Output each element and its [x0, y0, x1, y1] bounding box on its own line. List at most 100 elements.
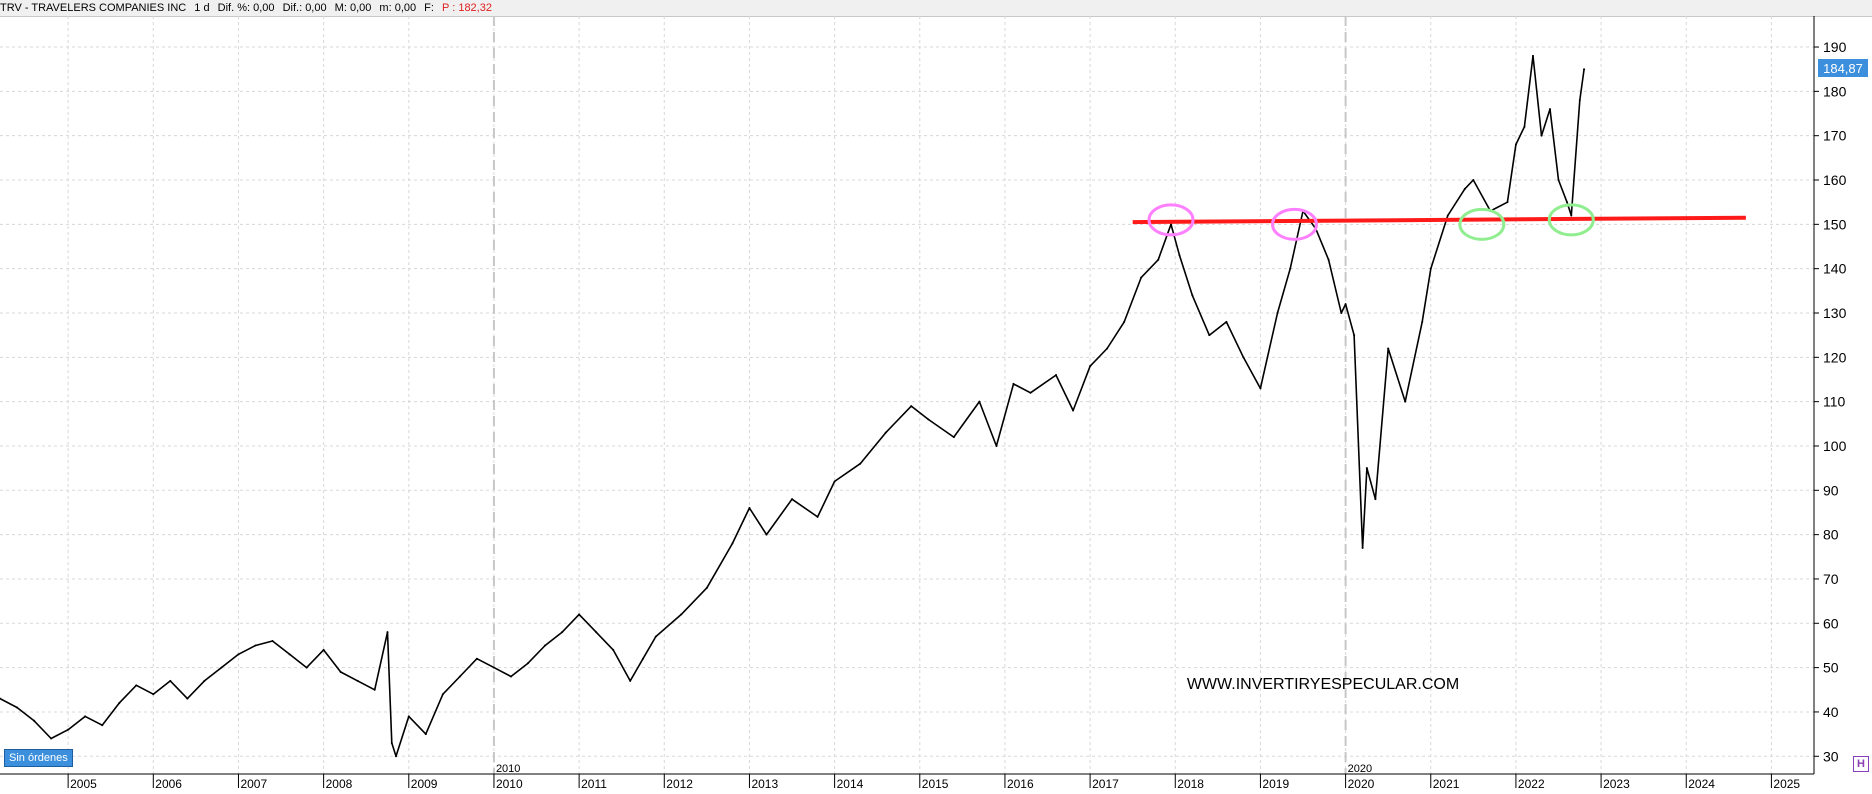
x-tick-label: 2022: [1518, 777, 1545, 791]
y-tick-label: 60: [1823, 615, 1839, 631]
price-point: [67, 728, 70, 731]
x-tick-label: 2020: [1348, 777, 1375, 791]
resistance-line: [1132, 215, 1746, 225]
price-point: [1276, 311, 1279, 314]
price-point: [1340, 311, 1343, 314]
x-tick-label: 2005: [70, 777, 97, 791]
price-point: [386, 631, 389, 634]
x-tick-label: 2014: [837, 777, 864, 791]
price-point: [1446, 214, 1449, 217]
top-marker-ellipse: [1147, 203, 1195, 237]
price-point: [1540, 134, 1543, 137]
price-point: [509, 675, 512, 678]
price-point: [612, 648, 615, 651]
price-point: [0, 697, 1, 700]
price-point: [1463, 187, 1466, 190]
decade-marker-label: 2020: [1348, 763, 1372, 775]
bottom-marker-ellipse: [1547, 203, 1595, 237]
price-point: [118, 702, 121, 705]
price-point: [1055, 374, 1058, 377]
price-point: [1089, 365, 1092, 368]
y-tick-label: 70: [1823, 571, 1839, 587]
price-point: [101, 724, 104, 727]
chart-header: TRV - TRAVELERS COMPANIES INC 1 d Dif. %…: [0, 0, 1872, 17]
price-point: [50, 737, 53, 740]
price-point: [1429, 267, 1432, 270]
price-point: [791, 498, 794, 501]
price-point: [641, 657, 644, 660]
price-point: [395, 755, 398, 758]
y-tick-label: 140: [1823, 261, 1847, 277]
decade-marker-label: 2010: [496, 763, 520, 775]
price-point: [237, 653, 240, 656]
price-point: [1029, 391, 1032, 394]
x-tick-label: 2010: [496, 777, 523, 791]
x-tick-label: 2013: [751, 777, 778, 791]
price-point: [1353, 334, 1356, 337]
price-point: [833, 480, 836, 483]
y-tick-label: 90: [1823, 482, 1839, 498]
price-point: [33, 719, 36, 722]
price-point: [910, 405, 913, 408]
price-point: [441, 693, 444, 696]
price-point: [407, 715, 410, 718]
y-tick-label: 180: [1823, 83, 1847, 99]
price-point: [1578, 99, 1581, 102]
price-point: [16, 706, 19, 709]
price-point: [859, 462, 862, 465]
price-point: [578, 613, 581, 616]
price-point: [1566, 201, 1569, 204]
price-point: [1421, 320, 1424, 323]
price-point: [1123, 320, 1126, 323]
price-point: [1523, 125, 1526, 128]
price-point: [1557, 179, 1560, 182]
y-tick-label: 160: [1823, 172, 1847, 188]
y-tick-label: 30: [1823, 748, 1839, 764]
price-point: [84, 715, 87, 718]
price-point: [1012, 382, 1015, 385]
price-point: [1514, 143, 1517, 146]
price-point: [705, 586, 708, 589]
price-point: [1361, 546, 1364, 549]
price-point: [458, 675, 461, 678]
price-point: [544, 644, 547, 647]
h-icon[interactable]: H: [1853, 756, 1869, 772]
min-label: m: 0,00: [379, 2, 417, 14]
price-point: [927, 418, 930, 421]
price-point: [1570, 214, 1573, 217]
dif-label: Dif.: 0,00: [282, 2, 327, 14]
price-point: [288, 653, 291, 656]
price-point: [1344, 303, 1347, 306]
price-point: [339, 671, 342, 674]
price-point: [731, 542, 734, 545]
x-tick-label: 2021: [1433, 777, 1460, 791]
price-point: [305, 666, 308, 669]
x-tick-label: 2024: [1688, 777, 1715, 791]
price-point: [884, 431, 887, 434]
orders-status-badge[interactable]: Sin órdenes: [4, 749, 73, 767]
x-tick-label: 2011: [581, 777, 607, 791]
price-point: [1140, 276, 1143, 279]
bottom-marker-ellipse: [1458, 207, 1506, 241]
x-tick-label: 2017: [1092, 777, 1119, 791]
top-marker-ellipse: [1270, 207, 1318, 241]
x-tick-label: 2009: [411, 777, 438, 791]
price-point: [390, 741, 393, 744]
price-point: [1072, 409, 1075, 412]
x-tick-label: 2023: [1603, 777, 1630, 791]
y-tick-label: 120: [1823, 349, 1847, 365]
y-tick-label: 40: [1823, 704, 1839, 720]
price-point: [629, 679, 632, 682]
last-price-tag: 184,87: [1818, 59, 1868, 77]
price-point: [271, 640, 274, 643]
price-point: [527, 662, 530, 665]
price-point: [475, 657, 478, 660]
x-tick-label: 2006: [155, 777, 182, 791]
max-label: M: 0,00: [334, 2, 372, 14]
price-point: [765, 533, 768, 536]
price-point: [356, 679, 359, 682]
price-point: [561, 631, 564, 634]
price-point: [1191, 294, 1194, 297]
price-point: [595, 631, 598, 634]
